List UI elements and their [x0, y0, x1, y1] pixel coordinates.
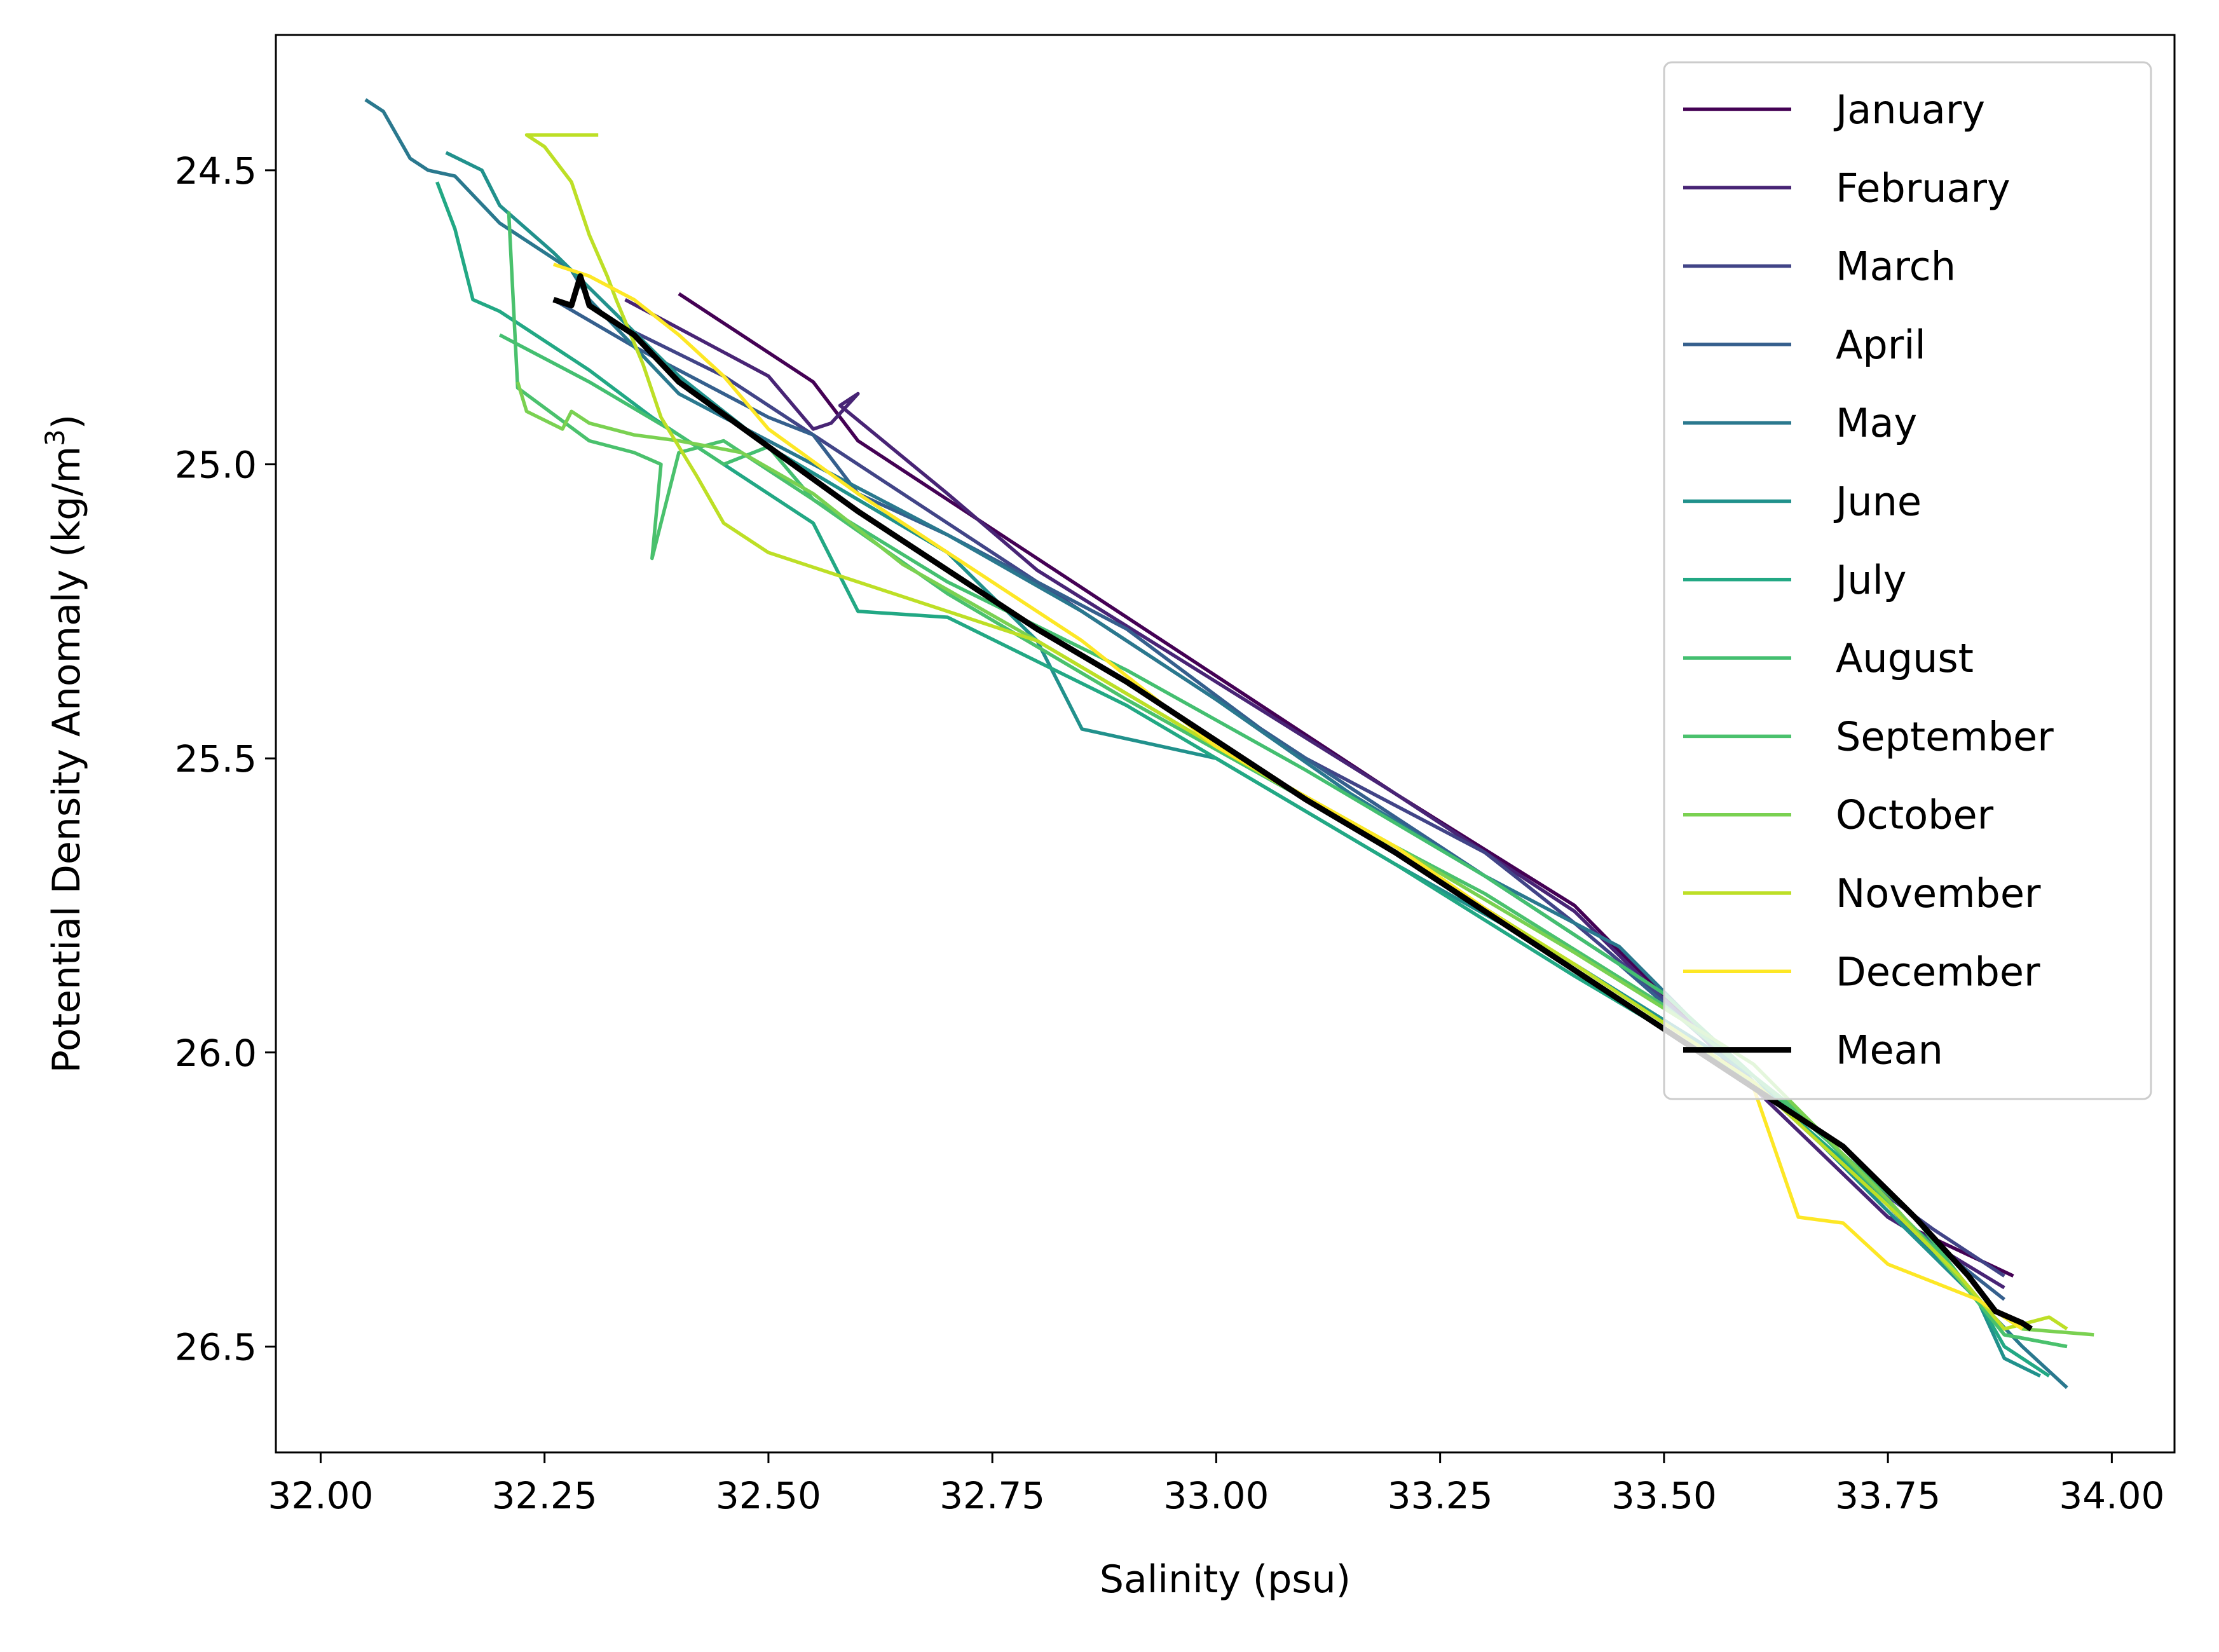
x-tick-label: 32.00	[268, 1474, 373, 1517]
y-tick-label: 25.0	[175, 443, 257, 486]
x-axis: 32.00 32.25 32.50 32.75 33.00 33.25 33.50 33.75…	[268, 1452, 2164, 1517]
x-tick-label: 33.75	[1835, 1474, 1941, 1517]
legend-label-july: July	[1833, 557, 1907, 603]
y-axis: 24.5 25.0 25.5 26.0 26.5	[175, 149, 276, 1369]
x-tick-label: 33.50	[1611, 1474, 1717, 1517]
y-tick-label: 26.5	[175, 1325, 257, 1369]
y-axis-label-main: Potential Density Anomaly (kg/m	[44, 446, 89, 1073]
series-layer	[364, 98, 2094, 1389]
series-line-june	[445, 151, 2041, 1378]
legend-label-june: June	[1833, 479, 1922, 525]
legend-label-october: October	[1836, 792, 1994, 838]
legend-label-november: November	[1836, 870, 2041, 917]
y-tick-label: 26.0	[175, 1032, 257, 1075]
legend-label-may: May	[1836, 400, 1917, 446]
plot-frame	[275, 34, 2176, 1454]
y-axis-label-superscript: 3	[39, 429, 71, 446]
series-line-mean	[552, 273, 2033, 1332]
y-axis-label-close: )	[44, 414, 89, 429]
legend-label-march: March	[1836, 243, 1956, 290]
legend: January February March April May June July Augu…	[1663, 61, 2152, 1100]
legend-label-december: December	[1836, 948, 2040, 995]
legend-label-august: August	[1836, 635, 1974, 681]
legend-label-september: September	[1836, 713, 2054, 760]
y-axis-label: Potential Density Anomaly (kg/m3)	[39, 414, 89, 1073]
x-axis-label: Salinity (psu)	[1100, 1557, 1351, 1602]
x-tick-label: 34.00	[2059, 1474, 2164, 1517]
legend-label-april: April	[1836, 322, 1926, 368]
x-tick-label: 33.25	[1388, 1474, 1493, 1517]
y-tick-label: 25.5	[175, 737, 257, 781]
legend-label-january: January	[1833, 86, 1985, 133]
y-tick-label: 24.5	[175, 149, 257, 193]
x-tick-label: 32.75	[939, 1474, 1045, 1517]
x-tick-label: 33.00	[1163, 1474, 1269, 1517]
series-line-october	[515, 381, 2094, 1337]
legend-label-february: February	[1836, 165, 2011, 211]
legend-box	[1663, 61, 2152, 1100]
x-tick-label: 32.50	[716, 1474, 821, 1517]
x-tick-label: 32.25	[492, 1474, 597, 1517]
legend-label-mean: Mean	[1836, 1027, 1943, 1074]
series-line-november	[524, 133, 2068, 1331]
